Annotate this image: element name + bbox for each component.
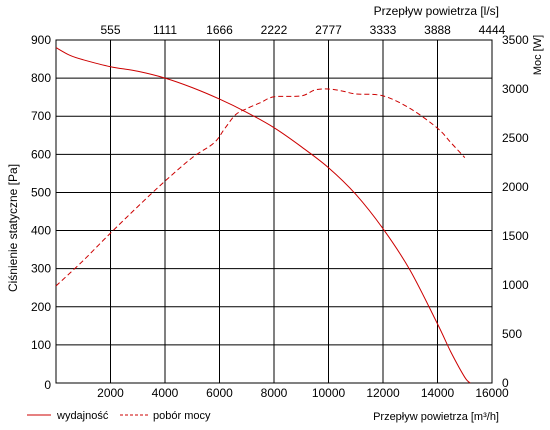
plot-frame <box>55 39 493 384</box>
y2-tick-label: 2500 <box>502 131 529 145</box>
y2-axis-title: Moc [W] <box>532 35 544 75</box>
series-line-wydajnosc <box>55 47 471 384</box>
y2-tick-label: 1000 <box>502 278 529 292</box>
x-axis-title: Przepływ powietrza [m³/h] <box>373 411 499 423</box>
x2-tick-label: 2777 <box>315 23 342 37</box>
y-tick-label: 800 <box>31 71 51 85</box>
y-tick-label: 900 <box>31 33 51 47</box>
y2-tick-label: 1500 <box>502 229 529 243</box>
y2-origin-label: 0 <box>502 376 509 390</box>
x2-tick-label: 3333 <box>370 23 397 37</box>
x-tick-label: 16000 <box>475 386 509 400</box>
x2-tick-label: 2222 <box>261 23 288 37</box>
legend-label-pobor-mocy: pobór mocy <box>153 410 211 422</box>
y-tick-label: 200 <box>31 300 51 314</box>
y-axis-title: Ciśnienie statyczne [Pa] <box>6 164 20 292</box>
x2-axis-title: Przepływ powietrza [l/s] <box>374 4 499 18</box>
x2-tick-label: 3888 <box>424 23 451 37</box>
legend: wydajność pobór mocy <box>27 410 211 422</box>
x2-tick-label: 1111 <box>153 23 177 37</box>
y-tick-label: 100 <box>31 338 51 352</box>
y2-tick-label: 3500 <box>502 33 529 47</box>
y-tick-label: 300 <box>31 262 51 276</box>
x-tick-label: 2000 <box>97 386 124 400</box>
grid <box>56 40 492 383</box>
x-tick-label: 14000 <box>421 386 455 400</box>
series-line-pobor-mocy <box>55 88 466 287</box>
y2-tick-label: 500 <box>502 327 522 341</box>
legend-label-wydajnosc: wydajność <box>56 410 109 422</box>
y2-tick-label: 2000 <box>502 180 529 194</box>
origin-label: 0 <box>44 378 51 392</box>
x2-tick-label: 1666 <box>206 23 233 37</box>
x2-tick-label: 555 <box>100 23 120 37</box>
y-tick-label: 700 <box>31 109 51 123</box>
y-tick-label: 600 <box>31 147 51 161</box>
x-tick-label: 12000 <box>366 386 400 400</box>
y2-tick-label: 3000 <box>502 82 529 96</box>
x2-tick-label: 4444 <box>479 23 506 37</box>
y-tick-label: 400 <box>31 224 51 238</box>
series-group <box>55 47 471 384</box>
x-tick-label: 4000 <box>152 386 179 400</box>
x-tick-label: 10000 <box>312 386 346 400</box>
x-tick-label: 6000 <box>206 386 233 400</box>
x-tick-label: 8000 <box>261 386 288 400</box>
y-tick-label: 500 <box>31 185 51 199</box>
